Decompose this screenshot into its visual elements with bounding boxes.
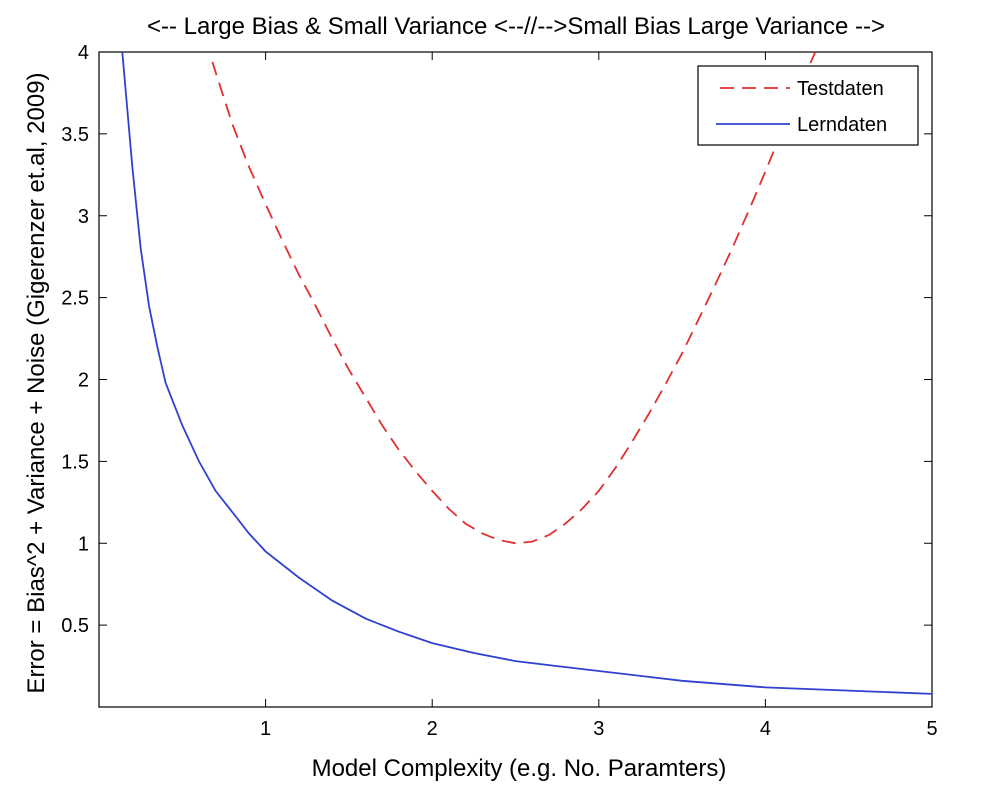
legend-box — [697, 65, 919, 146]
series-line-lerndaten — [121, 51, 933, 695]
series — [121, 51, 933, 695]
plot-area — [98, 51, 933, 708]
y-tick-label: 1 — [78, 533, 89, 555]
y-tick-label: 2.5 — [61, 288, 89, 310]
x-tick-label: 2 — [427, 718, 438, 740]
legend-label-testdaten: Testdaten — [797, 78, 884, 100]
x-tick-label: 3 — [593, 718, 604, 740]
y-tick-label: 3 — [78, 206, 89, 228]
legend: Testdaten Lerndaten — [697, 65, 919, 146]
x-tick-label: 4 — [760, 718, 771, 740]
y-axis-label: Error = Bias^2 + Variance + Noise (Giger… — [23, 72, 50, 693]
x-tick-label: 5 — [926, 718, 937, 740]
x-tick-label: 1 — [260, 718, 271, 740]
series-line-testdaten — [211, 51, 817, 545]
chart-title: <-- Large Bias & Small Variance <--//-->… — [147, 13, 885, 40]
y-tick-label: 1.5 — [61, 451, 89, 473]
legend-label-lerndaten: Lerndaten — [797, 114, 887, 136]
x-axis-label: Model Complexity (e.g. No. Paramters) — [312, 755, 727, 782]
y-tick-label: 4 — [78, 42, 89, 64]
y-tick-label: 2 — [78, 370, 89, 392]
ticks: 1 2 3 4 5 0.5 1 1.5 2 2.5 3 3.5 4 — [61, 42, 937, 740]
y-tick-label: 3.5 — [61, 124, 89, 146]
y-tick-label: 0.5 — [61, 615, 89, 637]
